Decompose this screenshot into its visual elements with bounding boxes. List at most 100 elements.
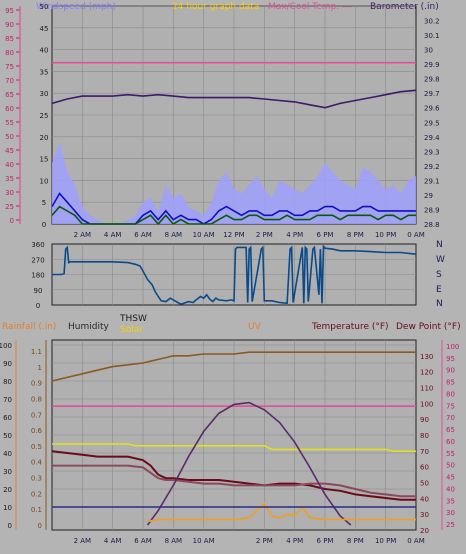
tick-temp-left-10: 70	[5, 77, 14, 85]
tick-mph-3: 15	[40, 156, 49, 164]
xlabel-bottom-10: 0 AM	[407, 537, 425, 545]
chart-title: 24 hour graph data	[172, 2, 259, 12]
tick-dir-2: 180	[31, 272, 44, 280]
barometer-label: Barometer (.in)	[370, 2, 439, 12]
tick-dew-2: 35	[446, 497, 455, 505]
tick-mph-2: 10	[40, 177, 49, 185]
tick-hum-0: 0	[38, 522, 42, 530]
tick-baro-9: 29.7	[424, 90, 440, 98]
xlabel-top-6: 2 PM	[256, 231, 273, 239]
wind-direction-line	[52, 244, 417, 306]
tick-temp-3: 50	[420, 480, 429, 488]
xlabel-bottom-9: 10 PM	[375, 537, 396, 545]
tick-temp-7: 90	[420, 416, 429, 424]
tick-temp-left-14: 90	[5, 21, 14, 29]
tick-temp-left-12: 80	[5, 49, 14, 57]
tick-temp-left-15: 95	[5, 7, 14, 15]
wind-series-4	[51, 205, 416, 226]
tick-temp-left-9: 65	[5, 91, 14, 99]
tick-dew-13: 90	[446, 367, 455, 375]
tick-hum-6: 0.6	[31, 427, 43, 435]
xlabel-bottom-5: 2 PM	[256, 537, 273, 545]
xlabel-bottom-4: 10 AM	[193, 537, 215, 545]
tick-dir-3: 270	[31, 256, 44, 264]
xlabel-bottom-7: 6 PM	[317, 537, 334, 545]
tick-mph-10: 50	[40, 3, 49, 11]
tick-temp-left-5: 45	[5, 147, 14, 155]
xlabel-top-0: 2 AM	[74, 231, 92, 239]
humidity-label: Humidity	[68, 322, 109, 332]
tick-temp-9: 110	[420, 385, 433, 393]
xlabel-top-3: 8 AM	[165, 231, 183, 239]
tick-baro-3: 29.1	[424, 177, 440, 185]
tick-temp-6: 80	[420, 432, 429, 440]
tick-baro-0: 28.8	[424, 221, 440, 229]
temp-series-2	[52, 443, 416, 453]
tick-rain-8: 80	[3, 378, 12, 386]
tick-temp-8: 100	[420, 400, 433, 408]
tick-temp-4: 60	[420, 464, 429, 472]
tick-temp-11: 130	[420, 353, 433, 361]
tick-rain-7: 70	[3, 396, 12, 404]
tick-dew-5: 50	[446, 462, 455, 470]
tick-dew-14: 95	[446, 355, 455, 363]
temp-series-6	[147, 502, 416, 523]
tick-temp-left-13: 85	[5, 35, 14, 43]
tick-mph-4: 20	[40, 134, 49, 142]
tick-dew-12: 85	[446, 379, 455, 387]
tick-hum-5: 0.5	[31, 443, 42, 451]
dir-label-n-bottom: N	[436, 299, 443, 309]
temp-series-3	[51, 450, 416, 501]
tick-temp-left-7: 55	[5, 119, 14, 127]
temp-series-5	[146, 401, 352, 526]
tick-rain-0: 0	[8, 522, 12, 530]
dir-label-w: W	[436, 255, 445, 265]
temperature-label: Temperature (°F)	[311, 322, 389, 332]
tick-mph-6: 30	[40, 90, 49, 98]
xlabel-top-11: 0 AM	[407, 231, 425, 239]
tick-baro-8: 29.6	[424, 105, 440, 113]
tick-baro-11: 29.9	[424, 61, 440, 69]
tick-rain-2: 20	[3, 486, 12, 494]
tick-rain-3: 30	[3, 468, 12, 476]
tick-rain-5: 50	[3, 432, 12, 440]
tick-dew-8: 65	[446, 426, 455, 434]
tick-rain-10: 100	[0, 342, 12, 350]
xlabel-bottom-0: 2 AM	[74, 537, 92, 545]
max-temp-label: Max/Cool Temp. ---	[268, 2, 352, 12]
dew-point-label: Dew Point (°F)	[396, 322, 461, 332]
tick-baro-5: 29.3	[424, 148, 440, 156]
tick-dir-1: 90	[34, 287, 43, 295]
tick-dew-4: 45	[446, 474, 455, 482]
xlabel-top-4: 10 AM	[193, 231, 215, 239]
xlabel-bottom-8: 8 PM	[347, 537, 364, 545]
tick-baro-2: 29	[424, 192, 433, 200]
tick-dir-4: 360	[31, 241, 44, 249]
tick-baro-10: 29.8	[424, 76, 440, 84]
tick-temp-left-8: 60	[5, 105, 14, 113]
tick-mph-9: 45	[40, 25, 49, 33]
tick-dew-3: 40	[446, 485, 455, 493]
tick-hum-8: 0.8	[31, 395, 42, 403]
tick-baro-6: 29.4	[424, 134, 440, 142]
rainfall-label: Rainfall (.in)	[2, 322, 56, 332]
tick-baro-12: 30	[424, 47, 433, 55]
tick-dir-0: 0	[36, 302, 40, 310]
tick-hum-11: 1.1	[31, 348, 42, 356]
tick-hum-7: 0.7	[31, 411, 42, 419]
xlabel-top-8: 6 PM	[317, 231, 334, 239]
tick-temp-left-2: 30	[5, 189, 14, 197]
xlabel-top-2: 6 AM	[134, 231, 152, 239]
tick-rain-6: 60	[3, 414, 12, 422]
tick-temp-5: 70	[420, 448, 429, 456]
temp-series-4	[52, 464, 416, 498]
tick-temp-1: 30	[420, 511, 429, 519]
xlabel-top-7: 4 PM	[286, 231, 303, 239]
tick-temp-2: 40	[420, 495, 429, 503]
tick-temp-left-3: 35	[5, 175, 14, 183]
tick-temp-left-1: 25	[5, 203, 14, 211]
tick-temp-10: 120	[420, 369, 433, 377]
xlabel-bottom-3: 8 AM	[165, 537, 183, 545]
